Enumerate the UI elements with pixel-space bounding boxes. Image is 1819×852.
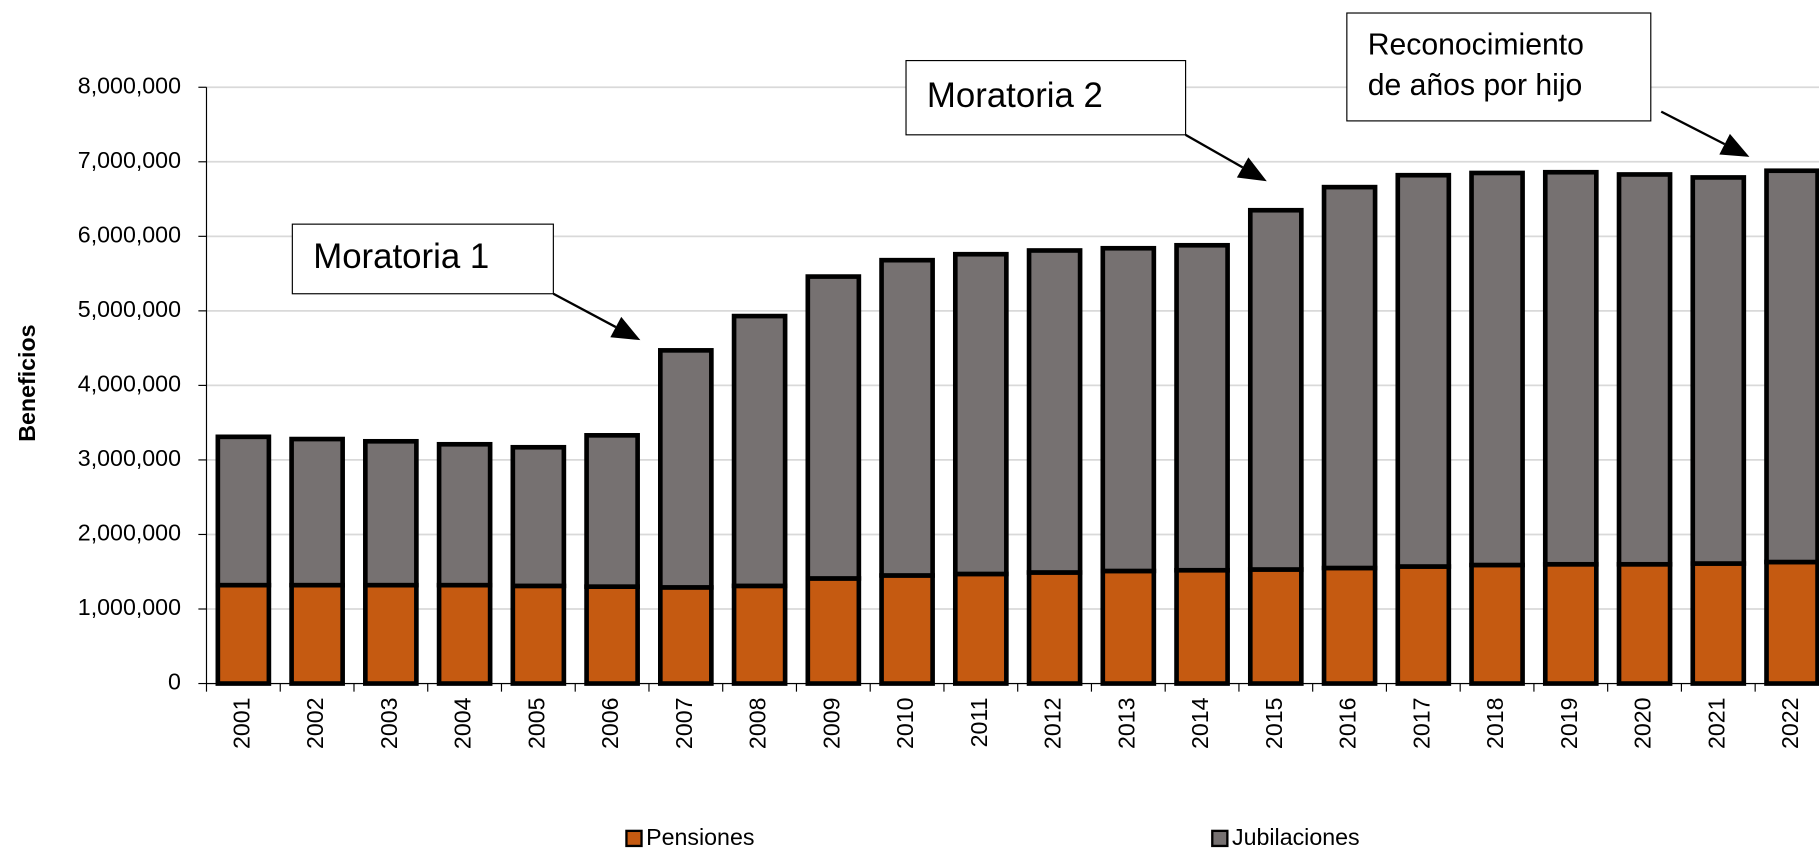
x-tick-label: 2007 [671,697,697,749]
annotation-text: de años por hijo [1368,69,1583,102]
x-tick-label: 2003 [376,697,402,749]
x-tick-label: 2013 [1113,697,1139,749]
x-tick-label: 2012 [1040,697,1066,749]
x-tick-label: 2001 [228,697,254,749]
bar-segment [363,438,419,588]
x-tick-label: 2020 [1630,697,1656,749]
bar-segment [584,433,640,589]
bar-segment [1100,245,1157,574]
y-tick-label: 8,000,000 [78,72,181,98]
bar-segment [879,573,935,686]
bar-segment [1616,561,1673,686]
annotation-arrow [1660,110,1726,146]
bar-segment [1690,175,1747,566]
x-tick-label: 2018 [1482,697,1508,749]
bar-segment [1174,567,1230,686]
bar-segment [1764,168,1819,565]
y-tick-label: 2,000,000 [78,520,181,546]
bar-segment [1100,568,1157,686]
bar-segment [658,348,714,590]
bar-segment [1174,242,1230,573]
bar-segment [1690,561,1747,686]
bar-segment [1321,184,1378,571]
annotation-box [291,223,554,295]
bar-segment [731,583,788,686]
bar-segment [1321,565,1378,686]
annotation-text: Moratoria 2 [927,76,1103,115]
x-tick-label: 2005 [523,697,549,749]
annotation-arrowhead [1719,133,1750,157]
x-tick-label: 2002 [302,697,328,749]
bar-segment [1542,169,1599,567]
bar-segment [1616,172,1673,567]
x-tick-label: 2004 [450,697,476,749]
bar-segment [1247,567,1304,686]
y-tick-label: 7,000,000 [78,147,181,173]
bar-segment [731,313,788,589]
legend-label: Pensiones [646,824,754,850]
bar-segment [510,583,567,686]
bar-segment [952,251,1009,577]
annotation-box [1346,12,1652,122]
x-tick-label: 2009 [818,697,844,749]
x-tick-label: 2016 [1335,697,1361,749]
bar-segment [510,444,567,589]
annotation-arrowhead [610,316,641,341]
x-tick-label: 2010 [892,697,918,749]
bar-segment [1764,559,1819,686]
bar-segment [1395,172,1452,569]
annotation-text: Reconocimiento [1368,29,1584,62]
y-tick-label: 3,000,000 [78,445,181,471]
bar-segment [805,274,862,581]
x-tick-label: 2011 [966,697,992,747]
x-tick-label: 2017 [1408,697,1434,749]
bar-segment [1026,248,1083,575]
annotation-arrow [1185,133,1244,169]
bar-segment [1469,170,1525,568]
bar-segment [1542,561,1599,686]
legend-swatch [1211,829,1229,848]
bar-segment [658,585,714,686]
bar-segment [1469,562,1525,686]
bar-segment [952,571,1009,686]
x-tick-label: 2022 [1777,697,1803,749]
annotation-text: Moratoria 1 [313,237,489,276]
bar-segment [363,582,419,686]
legend-swatch [625,829,643,848]
bar-segment [879,257,935,578]
bar-segment [289,436,345,588]
annotation-box [905,59,1187,136]
y-tick-label: 4,000,000 [78,371,181,397]
x-tick-label: 2014 [1187,697,1213,749]
y-tick-label: 6,000,000 [78,221,181,247]
annotation-arrowhead [1236,157,1267,182]
bar-segment [436,441,493,588]
bar-segment [584,584,640,686]
bar-segment [1026,570,1083,686]
bar-segment [215,434,272,588]
bar-segment [805,576,862,686]
bar-segment [1395,564,1452,686]
y-axis-label: Beneficios [14,324,40,441]
x-tick-label: 2015 [1261,697,1287,749]
x-tick-label: 2008 [745,697,771,749]
bar-segment [215,582,272,686]
x-tick-label: 2006 [597,697,623,749]
bar-segment [436,582,493,686]
bar-segment [1247,207,1304,572]
legend-label: Jubilaciones [1232,824,1360,850]
bar-segment [289,582,345,686]
annotation-arrow [552,292,617,329]
y-tick-label: 1,000,000 [78,594,181,620]
x-tick-label: 2021 [1703,697,1729,749]
y-tick-label: 0 [168,669,181,695]
x-tick-label: 2019 [1556,697,1582,749]
y-tick-label: 5,000,000 [78,296,181,322]
